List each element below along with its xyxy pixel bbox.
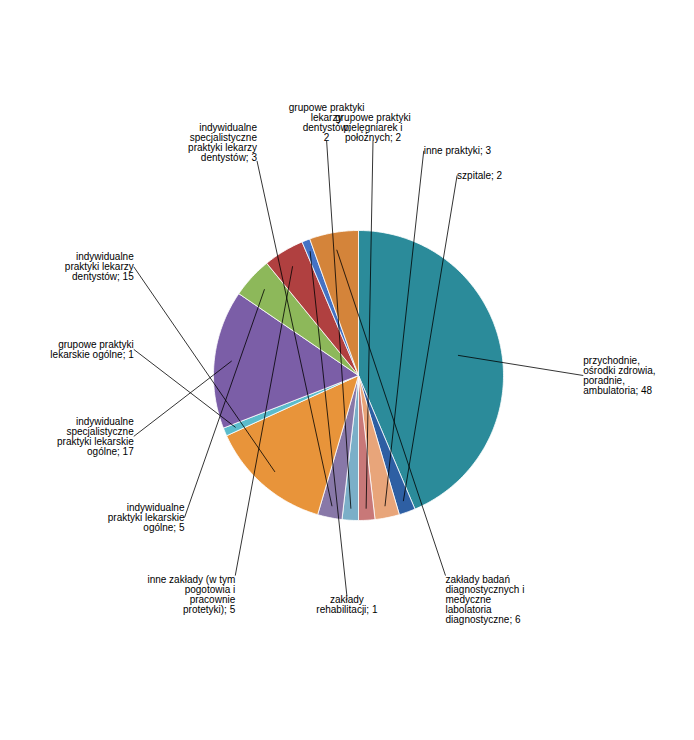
svg-text:grupowe praktykilekarzydentyst: grupowe praktykilekarzydentystów;2 — [289, 102, 365, 143]
svg-text:indywidualnepraktyki lekarskie: indywidualnepraktyki lekarskieogólne; 5 — [108, 502, 185, 533]
svg-text:inne praktyki; 3: inne praktyki; 3 — [424, 145, 492, 156]
svg-text:przychodnie,ośrodki zdrowia,po: przychodnie,ośrodki zdrowia,poradnie,amb… — [583, 355, 655, 396]
svg-text:indywidualnespecjalistycznepra: indywidualnespecjalistycznepraktyki leka… — [57, 416, 134, 457]
svg-text:inne zakłady (w tympogotowia i: inne zakłady (w tympogotowia ipracowniep… — [147, 574, 235, 615]
svg-text:zakłady badańdiagnostycznych i: zakłady badańdiagnostycznych imedycznela… — [446, 574, 525, 625]
svg-text:zakładyrehabilitacji; 1: zakładyrehabilitacji; 1 — [316, 594, 378, 615]
svg-text:szpitale; 2: szpitale; 2 — [457, 170, 502, 181]
svg-text:indywidualnepraktyki lekarzyde: indywidualnepraktyki lekarzydentystów; 1… — [65, 251, 134, 282]
svg-text:indywidualnespecjalistycznepra: indywidualnespecjalistycznepraktyki leka… — [188, 122, 257, 163]
svg-text:grupowe praktykilekarskie ogól: grupowe praktykilekarskie ogólne; 1 — [50, 339, 134, 360]
